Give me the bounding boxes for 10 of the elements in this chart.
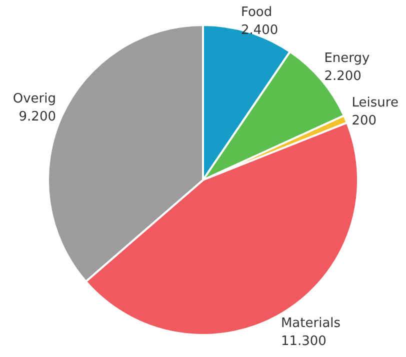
slice-label: Energy bbox=[324, 50, 370, 66]
data-label: 11.300 bbox=[280, 334, 326, 350]
slice-label: Food bbox=[240, 5, 272, 20]
slice-label: Leisure bbox=[352, 95, 398, 110]
data-label: 2.400 bbox=[240, 23, 278, 38]
data-label: 2.200 bbox=[324, 68, 362, 84]
slice-label: Overig bbox=[12, 91, 56, 106]
data-label: 9.200 bbox=[18, 109, 56, 124]
slice-label: Materials bbox=[280, 316, 341, 332]
data-label: 200 bbox=[352, 113, 377, 128]
